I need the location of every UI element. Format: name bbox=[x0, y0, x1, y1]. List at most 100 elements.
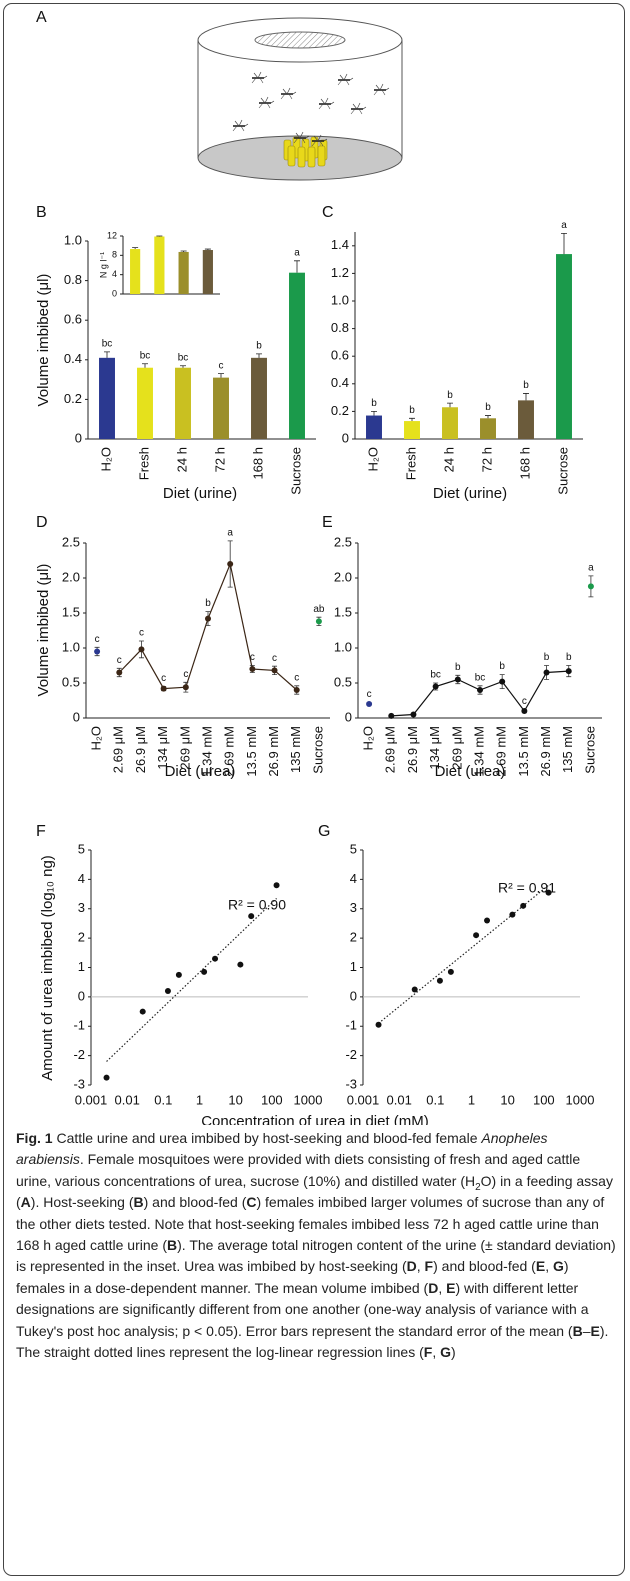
x-axis-label: Concentration of urea in diet (mM) bbox=[201, 1113, 429, 1125]
data-point bbox=[175, 971, 182, 978]
feeding-tubes bbox=[283, 136, 328, 168]
x-tick-label: H₂O bbox=[361, 726, 376, 751]
caption-text: ). The average total nitrogen content of… bbox=[16, 1237, 616, 1275]
y-tick-label: 2.5 bbox=[334, 534, 352, 549]
y-tick-label: 2 bbox=[78, 930, 85, 945]
x-tick-label: 2.69 mM bbox=[222, 726, 237, 777]
significance-letter: bc bbox=[475, 672, 486, 683]
bar bbox=[99, 357, 115, 439]
caption-text: ). Host-seeking ( bbox=[30, 1194, 134, 1211]
error-bar bbox=[447, 402, 453, 408]
y-tick-label: -2 bbox=[345, 1047, 357, 1062]
data-point bbox=[205, 615, 211, 622]
bar bbox=[366, 415, 382, 439]
data-point bbox=[139, 1008, 146, 1015]
caption-text: E bbox=[446, 1279, 456, 1296]
error-bar bbox=[204, 248, 211, 251]
y-axis-label: N g l⁻¹ bbox=[98, 252, 108, 278]
caption-text: B bbox=[572, 1322, 583, 1339]
data-point bbox=[271, 667, 278, 674]
significance-letter: c bbox=[367, 689, 372, 700]
x-tick-label: 10 bbox=[228, 1092, 242, 1107]
x-tick-label: 24 h bbox=[441, 447, 456, 472]
bar bbox=[130, 249, 141, 294]
data-point bbox=[447, 968, 454, 975]
data-point bbox=[212, 955, 219, 962]
caption-text: , bbox=[432, 1344, 441, 1361]
caption-text: C bbox=[246, 1194, 257, 1211]
x-tick-label: 72 h bbox=[212, 447, 227, 472]
x-tick-label: 13.5 mM bbox=[244, 726, 259, 777]
regression-line bbox=[378, 884, 549, 1024]
bar bbox=[137, 367, 153, 439]
y-tick-label: 8 bbox=[112, 250, 117, 260]
error-bar bbox=[256, 353, 262, 358]
data-point bbox=[182, 684, 189, 691]
y-tick-label: 0.2 bbox=[331, 403, 349, 418]
error-bar bbox=[142, 363, 148, 368]
significance-letter: bc bbox=[140, 350, 151, 361]
data-point bbox=[273, 882, 280, 889]
x-tick-label: 1.34 mM bbox=[471, 726, 486, 777]
caption-text: ) and blood-fed ( bbox=[143, 1194, 247, 1211]
y-tick-label: 4 bbox=[78, 871, 85, 886]
significance-letter: c bbox=[95, 634, 100, 645]
y-tick-label: 2.5 bbox=[62, 534, 80, 549]
error-bar bbox=[218, 373, 224, 378]
significance-letter: b bbox=[447, 390, 453, 401]
y-axis-label: Volume imbibed (μl) bbox=[35, 564, 52, 697]
caption-text: E bbox=[535, 1258, 546, 1275]
y-tick-label: 3 bbox=[78, 900, 85, 915]
x-axis-label: Diet (urea) bbox=[435, 763, 506, 780]
caption-text: E bbox=[590, 1322, 600, 1339]
y-tick-label: 12 bbox=[107, 230, 117, 240]
y-tick-label: 3 bbox=[350, 900, 357, 915]
x-tick-label: 2.69 mM bbox=[494, 726, 509, 777]
x-tick-label: 0.01 bbox=[387, 1092, 412, 1107]
x-tick-label: H₂O bbox=[89, 726, 104, 751]
bar bbox=[556, 254, 572, 439]
significance-letter: c bbox=[272, 653, 277, 664]
x-tick-label: 269 μM bbox=[449, 726, 464, 770]
caption-text: Anopheles arabiensis bbox=[16, 1130, 548, 1168]
bar bbox=[480, 418, 496, 439]
data-point bbox=[375, 1021, 382, 1028]
error-bar bbox=[409, 417, 415, 422]
y-tick-label: 0.4 bbox=[331, 375, 349, 390]
y-tick-label: 4 bbox=[350, 871, 357, 886]
y-tick-label: 0.8 bbox=[64, 272, 82, 287]
x-axis-label: Diet (urine) bbox=[163, 485, 237, 502]
significance-letter: c bbox=[294, 672, 299, 683]
y-tick-label: -2 bbox=[73, 1047, 85, 1062]
caption-text: G bbox=[552, 1258, 564, 1275]
y-tick-label: 0 bbox=[345, 709, 352, 724]
mosquitoes bbox=[232, 71, 390, 147]
caption-text: Fig. 1 bbox=[16, 1130, 53, 1146]
data-point bbox=[565, 668, 572, 675]
caption-text: ) females imbibed larger volumes of sucr… bbox=[16, 1194, 605, 1254]
caption-text: ) bbox=[451, 1344, 456, 1361]
error-bar bbox=[485, 415, 491, 419]
x-tick-label: 26.9 μM bbox=[405, 726, 420, 773]
data-point bbox=[521, 708, 528, 714]
significance-letter: b bbox=[485, 402, 491, 413]
y-tick-label: 0.6 bbox=[331, 348, 349, 363]
x-tick-label: 24 h bbox=[174, 447, 189, 472]
x-tick-label: 1 bbox=[196, 1092, 203, 1107]
caption-text: , bbox=[545, 1258, 553, 1275]
y-tick-label: 2 bbox=[350, 930, 357, 945]
error-bar bbox=[371, 411, 377, 416]
data-point bbox=[293, 687, 300, 693]
significance-letter: b bbox=[455, 662, 461, 673]
cage-mesh bbox=[254, 31, 346, 49]
significance-letter: a bbox=[588, 563, 594, 574]
y-tick-label: 0 bbox=[78, 988, 85, 1003]
x-tick-label: 13.5 mM bbox=[516, 726, 531, 777]
caption-text: B bbox=[133, 1194, 144, 1211]
x-tick-label: Fresh bbox=[136, 447, 151, 480]
significance-letter: c bbox=[161, 673, 166, 684]
significance-letter: b bbox=[566, 652, 572, 663]
y-tick-label: 0.6 bbox=[64, 312, 82, 327]
x-tick-label: 2.69 μM bbox=[111, 726, 126, 773]
data-point bbox=[201, 968, 208, 975]
